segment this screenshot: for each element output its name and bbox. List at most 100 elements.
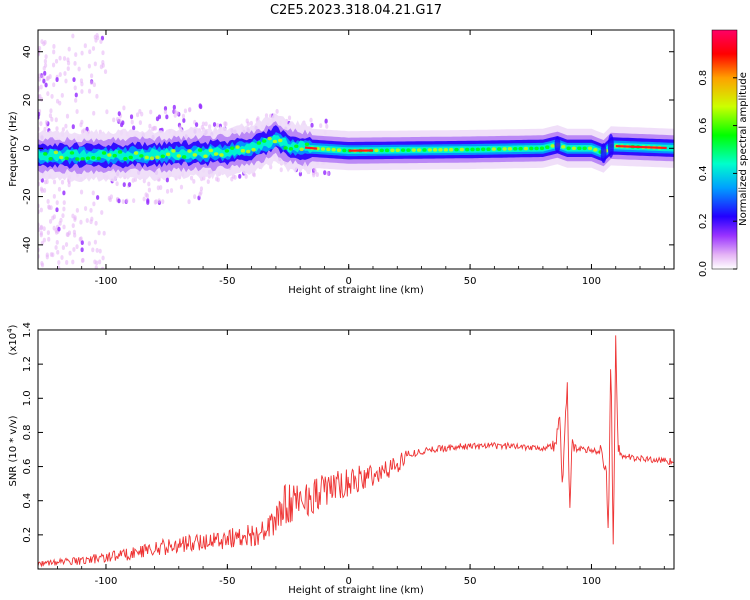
spectral-blob	[173, 109, 177, 114]
spectral-blob	[93, 239, 98, 245]
snr-y-multiplier-exponent: 4	[6, 328, 14, 333]
spectral-blob	[48, 219, 53, 224]
spectral-core-dot	[400, 148, 406, 152]
spectral-core-dot	[481, 147, 486, 152]
spectral-blob	[169, 188, 174, 193]
spectral-blob	[42, 78, 46, 84]
spectral-blob	[66, 60, 71, 66]
spectral-blob	[99, 39, 103, 44]
spectral-blob	[82, 271, 85, 276]
spectral-blob	[55, 126, 59, 132]
spectral-blob	[200, 125, 204, 130]
spectral-core-dot	[155, 155, 160, 160]
spectral-blob	[199, 186, 204, 192]
spectral-spike	[607, 133, 614, 158]
spectral-core-dot	[534, 146, 539, 151]
spectral-blob	[40, 262, 45, 268]
spectral-blob	[39, 121, 43, 127]
spectral-blob	[249, 120, 253, 126]
spectral-blob	[43, 58, 47, 64]
spectral-blob	[287, 115, 292, 121]
spectral-blob	[72, 247, 76, 252]
spectral-blob	[65, 113, 70, 119]
spectral-blob	[117, 111, 121, 117]
spectral-blob	[193, 194, 197, 200]
spectral-blob	[323, 170, 327, 176]
spectral-core-dot	[197, 148, 203, 152]
spectral-blob	[319, 123, 323, 129]
spectral-blob	[324, 118, 328, 124]
spectral-blob	[47, 204, 51, 210]
spectral-blob	[60, 179, 65, 185]
spectral-blob	[37, 270, 40, 275]
spectral-core-dot	[374, 148, 379, 153]
colorbar: 0.0 0.2 0.4 0.6 0.8 Normalized spectral ampl…	[698, 29, 749, 277]
spectral-core-dot	[288, 146, 294, 151]
spectral-blob	[212, 122, 217, 127]
spectral-core-dot	[64, 156, 69, 161]
spectral-blob	[101, 255, 105, 261]
spectral-blob	[49, 205, 53, 211]
x-tick-label: 50	[464, 276, 477, 287]
spectral-blob	[132, 198, 136, 204]
spectral-core-dot	[187, 149, 192, 153]
spectral-core-dot	[165, 152, 171, 157]
y-tick-label: -40	[22, 237, 33, 253]
spectral-core-dot	[448, 147, 454, 152]
spectral-blob	[44, 120, 49, 125]
spectral-blob	[95, 248, 99, 253]
spectral-core-dot	[582, 146, 587, 151]
spectral-blob	[38, 76, 42, 82]
spectral-core-dot	[267, 136, 272, 141]
spectral-blob	[44, 82, 48, 88]
spectral-blob	[194, 122, 199, 128]
spectral-blob	[64, 123, 68, 129]
spectral-blob	[138, 120, 143, 126]
spectral-core-dot	[176, 154, 181, 158]
spectral-core-dot	[513, 146, 518, 151]
spectral-blob	[47, 236, 51, 242]
spectral-blob	[75, 109, 79, 114]
spectral-core-dot	[507, 147, 513, 151]
spectrogram-marks	[37, 33, 674, 276]
spectral-blob	[112, 117, 116, 123]
spectral-blob	[100, 35, 105, 41]
spectral-blob	[80, 119, 84, 125]
spectral-core-dot	[475, 147, 481, 152]
spectral-blob	[87, 63, 91, 69]
spectral-blob	[121, 199, 125, 205]
spectral-blob	[138, 108, 142, 114]
spectral-blob	[91, 190, 95, 196]
spectral-blob	[131, 177, 135, 183]
spectral-core-dot	[246, 149, 251, 154]
spectral-blob	[38, 94, 41, 100]
spectral-blob	[64, 78, 68, 84]
spectral-blob	[52, 82, 56, 88]
spectral-core-dot	[213, 152, 219, 156]
spectral-blob	[59, 217, 63, 223]
colorbar-tick-label: 0.6	[698, 118, 709, 134]
spectral-core-dot	[406, 148, 411, 152]
spectral-blob	[246, 121, 250, 127]
spectral-blob	[72, 77, 76, 83]
spectral-core-dot	[422, 148, 427, 152]
spectral-blob	[87, 241, 91, 246]
spectral-blob	[42, 237, 46, 243]
spectral-blob	[230, 176, 234, 182]
spectral-core-dot	[224, 149, 230, 153]
x-tick-label: -50	[219, 576, 235, 587]
spectral-blob	[279, 167, 283, 173]
spectral-blob	[103, 69, 108, 75]
spectral-blob	[127, 182, 132, 187]
spectral-core-dot	[550, 144, 555, 148]
spectral-blob	[57, 265, 61, 269]
y-tick-label: 40	[22, 45, 33, 58]
spectral-blob	[50, 116, 54, 122]
colorbar-ticks: 0.0 0.2 0.4 0.6 0.8	[698, 70, 737, 277]
spectral-blob	[192, 178, 196, 184]
spectral-blob	[165, 177, 169, 183]
spectral-blob	[46, 199, 50, 204]
spectral-core-dot	[43, 152, 48, 156]
spectrogram-frame	[37, 29, 675, 270]
spectral-blob	[146, 200, 150, 205]
